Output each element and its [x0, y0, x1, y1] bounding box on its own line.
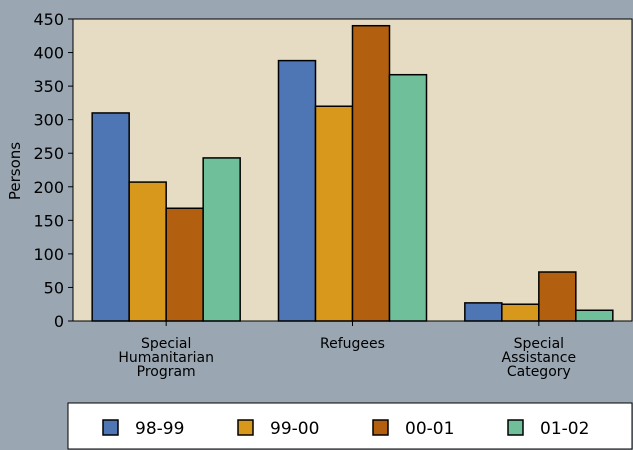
y-tick-label: 0	[54, 312, 64, 331]
y-tick-label: 450	[33, 10, 64, 29]
y-tick-label: 150	[33, 211, 64, 230]
x-category-label: Refugees	[320, 336, 385, 352]
y-tick-label: 250	[33, 144, 64, 163]
legend-label: 00-01	[405, 419, 454, 439]
legend-swatch	[237, 419, 254, 436]
bar	[277, 59, 317, 322]
bar	[388, 73, 428, 322]
bar	[91, 112, 130, 322]
y-tick-label: 50	[44, 278, 64, 297]
legend	[67, 402, 633, 450]
legend-swatch	[102, 419, 119, 436]
bar	[202, 157, 241, 322]
y-tick-label: 350	[33, 77, 64, 96]
bar	[314, 105, 354, 322]
bar	[351, 24, 391, 322]
bar	[165, 207, 204, 322]
bars	[91, 24, 614, 322]
x-category-label: Special Assistance Category	[502, 336, 577, 380]
legend-label: 01-02	[540, 419, 589, 439]
x-axis-categories: Special Humanitarian Program Refugees Specia…	[118, 321, 576, 380]
y-axis-ticks: 0 50 100 150 200 250 300 350 400 450	[33, 10, 73, 331]
legend-label: 99-00	[270, 419, 319, 439]
bar	[575, 309, 614, 322]
legend-items: 98-99 99-00 00-01 01-02	[102, 419, 589, 439]
bar	[464, 302, 503, 322]
y-tick-label: 300	[33, 111, 64, 130]
bar	[501, 303, 540, 322]
legend-swatch	[507, 419, 524, 436]
legend-swatch	[372, 419, 389, 436]
legend-label: 98-99	[135, 419, 184, 439]
y-tick-label: 200	[33, 178, 64, 197]
x-category-label: Special Humanitarian Program	[118, 336, 214, 380]
bar	[128, 181, 167, 322]
bar	[538, 271, 577, 322]
y-axis-label: Persons	[6, 142, 24, 200]
y-tick-label: 400	[33, 44, 64, 63]
y-tick-label: 100	[33, 245, 64, 264]
